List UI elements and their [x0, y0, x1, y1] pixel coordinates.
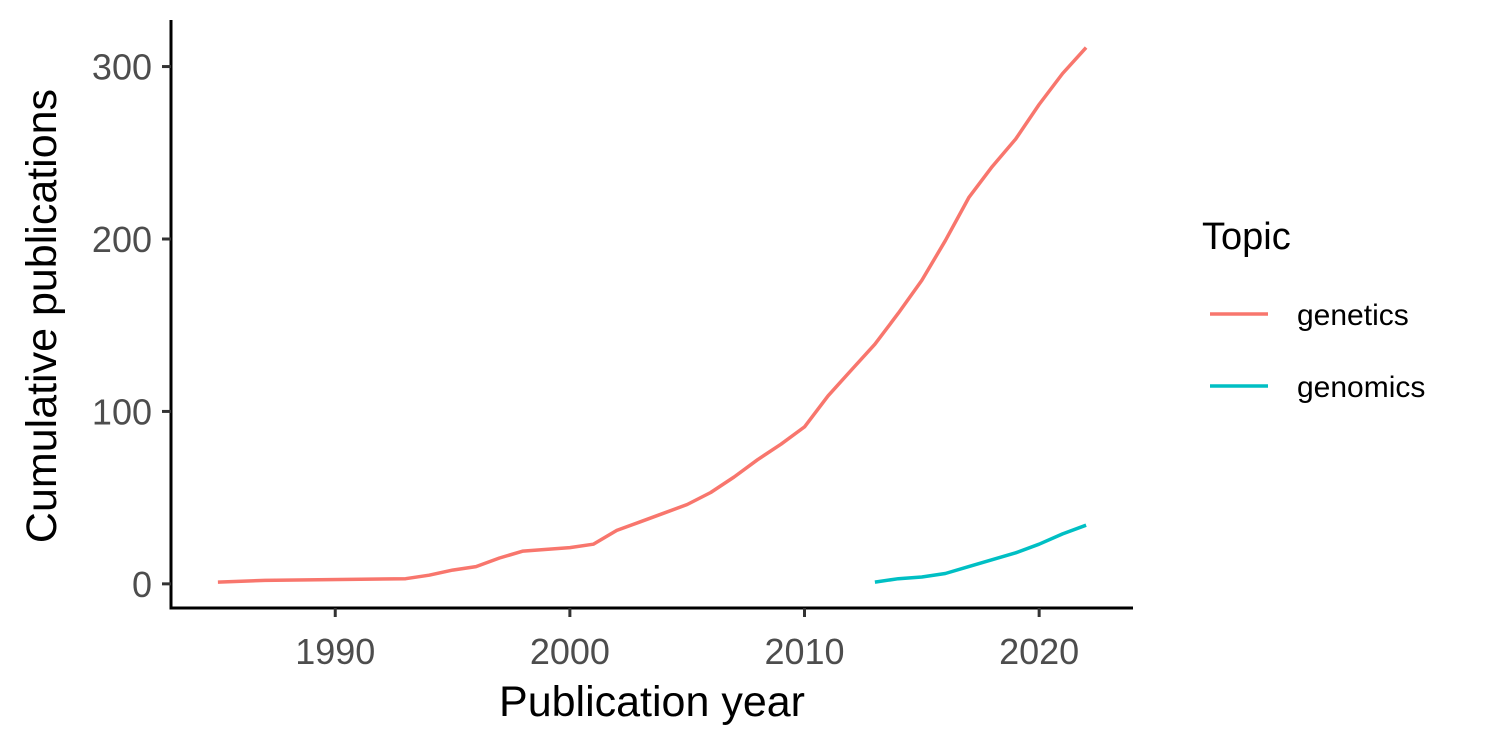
legend: Topic genetics genomics [1202, 216, 1425, 404]
legend-items: genetics genomics [1210, 299, 1425, 404]
legend-label-genomics: genomics [1297, 371, 1425, 404]
y-tick-label: 300 [92, 47, 152, 88]
x-tick-label: 2010 [764, 631, 844, 672]
series-line-genetics [217, 46, 1088, 584]
legend-title: Topic [1202, 216, 1291, 258]
x-tick-label: 1990 [295, 631, 375, 672]
x-tick-label: 2020 [999, 631, 1079, 672]
y-tick-label: 100 [92, 391, 152, 432]
y-axis-ticks: 0 100 200 300 [92, 47, 171, 605]
x-axis-ticks: 1990 2000 2010 2020 [295, 608, 1079, 672]
series-layer [217, 46, 1088, 584]
y-tick-label: 200 [92, 219, 152, 260]
legend-label-genetics: genetics [1297, 299, 1409, 332]
y-axis-title: Cumulative publications [18, 89, 66, 543]
series-line-genomics [874, 523, 1087, 584]
x-tick-label: 2000 [530, 631, 610, 672]
y-tick-label: 0 [132, 564, 152, 605]
x-axis-title: Publication year [499, 678, 805, 726]
